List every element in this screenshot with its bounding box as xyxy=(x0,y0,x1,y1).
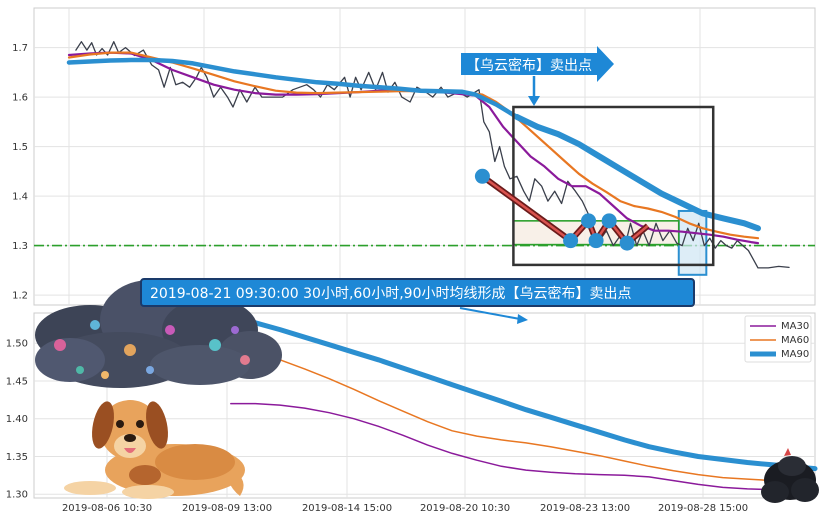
bottom-line-ma30 xyxy=(230,402,816,492)
top-annotation-pointer-head xyxy=(528,96,540,106)
bottom-y-tick-label: 1.35 xyxy=(6,452,28,463)
bottom-y-tick-label: 1.50 xyxy=(6,339,28,350)
top-y-tick-label: 1.3 xyxy=(12,241,28,252)
bottom-annotation-label: 2019-08-21 09:30:00 30小时,60小时,90小时均线形成【乌… xyxy=(150,285,631,302)
top-y-tick-label: 1.7 xyxy=(12,43,28,54)
bottom-y-tick-label: 1.30 xyxy=(6,490,28,501)
top-annotation-label: 【乌云密布】卖出点 xyxy=(466,57,592,74)
signal-point xyxy=(563,233,579,249)
signal-point xyxy=(588,233,604,249)
top-annotation-arrow xyxy=(461,46,614,82)
selection-box xyxy=(512,105,715,267)
bottom-x-tick-label: 2019-08-14 15:00 xyxy=(302,503,392,514)
dog-icon xyxy=(64,400,245,499)
bottom-x-tick-label: 2019-08-23 13:00 xyxy=(540,503,630,514)
bottom-lines xyxy=(228,314,818,492)
top-y-ticks: 1.2 1.3 1.4 1.5 1.6 1.7 xyxy=(12,43,28,302)
legend-label-ma90: MA90 xyxy=(781,349,809,360)
storm-cloud-icon xyxy=(35,280,282,388)
top-y-tick-label: 1.4 xyxy=(12,192,28,203)
bottom-annotation-pointer-head xyxy=(517,314,528,324)
signal-point xyxy=(601,213,617,229)
bottom-annotation: 2019-08-21 09:30:00 30小时,60小时,90小时均线形成【乌… xyxy=(140,278,695,324)
top-line-ma90-emphasis xyxy=(513,113,761,232)
legend-label-ma60: MA60 xyxy=(781,335,809,346)
bottom-x-tick-label: 2019-08-09 13:00 xyxy=(182,503,272,514)
signal-point xyxy=(619,235,635,251)
top-line-ma60 xyxy=(67,51,760,240)
bottom-y-tick-label: 1.40 xyxy=(6,414,28,425)
top-y-tick-label: 1.2 xyxy=(12,291,28,302)
top-line-ma30 xyxy=(67,51,760,245)
signal-point xyxy=(474,168,490,184)
small-storm-cloud-icon xyxy=(761,448,819,503)
legend: MA30 MA60 MA90 xyxy=(744,315,812,363)
top-y-tick-label: 1.5 xyxy=(12,142,28,153)
bottom-x-tick-label: 2019-08-06 10:30 xyxy=(62,503,152,514)
bottom-annotation-pointer xyxy=(459,307,521,320)
top-annotation: 【乌云密布】卖出点 xyxy=(461,46,614,106)
bottom-y-tick-label: 1.45 xyxy=(6,376,28,387)
bottom-y-ticks: 1.30 1.35 1.40 1.45 1.50 xyxy=(6,339,28,501)
bottom-annotation-box xyxy=(140,278,695,307)
legend-box xyxy=(744,315,812,363)
top-y-tick-label: 1.6 xyxy=(12,93,28,104)
legend-label-ma30: MA30 xyxy=(781,321,809,332)
signal-point xyxy=(581,213,597,229)
bottom-x-tick-label: 2019-08-28 15:00 xyxy=(658,503,748,514)
bottom-line-ma90 xyxy=(228,314,818,472)
bottom-x-tick-label: 2019-08-20 10:30 xyxy=(420,503,510,514)
top-signal xyxy=(474,168,650,251)
top-panel: 1.2 1.3 1.4 1.5 1.6 1.7 xyxy=(12,7,816,306)
bottom-x-ticks: 2019-08-06 10:30 2019-08-09 13:00 2019-08-… xyxy=(62,503,748,514)
top-lines xyxy=(66,41,790,269)
bottom-line-ma60 xyxy=(230,346,816,484)
